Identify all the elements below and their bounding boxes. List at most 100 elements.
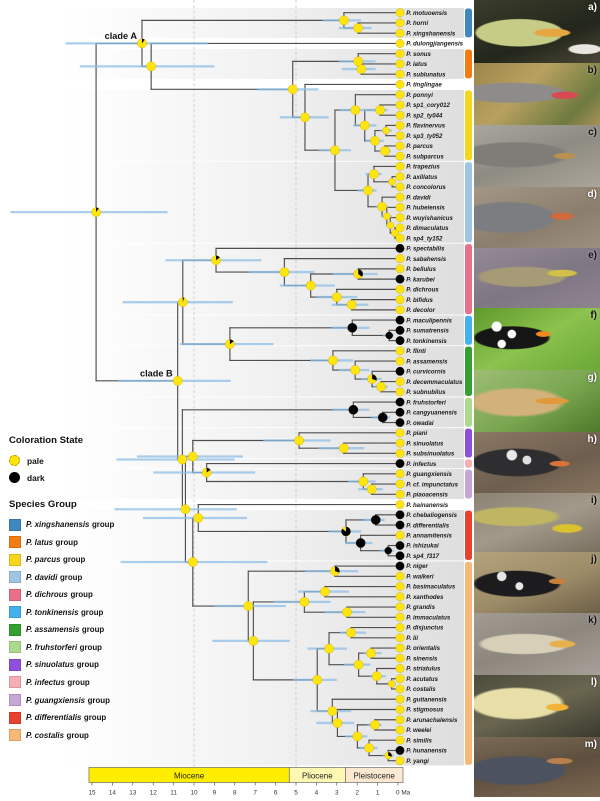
tip-label: P. yangi bbox=[406, 758, 429, 765]
tip-label: P. owadai bbox=[406, 420, 434, 427]
node-marker bbox=[243, 601, 254, 611]
tip-state-marker bbox=[395, 418, 405, 427]
dark-state-dot-icon bbox=[9, 472, 20, 483]
tip-label: P. hubeiensis bbox=[406, 205, 445, 212]
tip-label: P. differentialis bbox=[406, 522, 449, 529]
tip-label: P. sublunatus bbox=[406, 71, 446, 78]
tip-state-marker bbox=[395, 223, 405, 233]
node-marker bbox=[391, 229, 399, 237]
node-dark-wedge bbox=[388, 752, 392, 757]
node-marker bbox=[338, 443, 349, 453]
node-marker bbox=[300, 112, 310, 123]
node-circle bbox=[366, 648, 376, 658]
node-dark-wedge bbox=[372, 374, 377, 381]
epoch-pleistocene bbox=[345, 767, 404, 783]
node-circle bbox=[330, 145, 340, 156]
group-suffix: group bbox=[67, 677, 90, 687]
tip-state-marker bbox=[395, 264, 405, 274]
tip-label: P. trapezius bbox=[406, 164, 440, 171]
tip-state-marker bbox=[395, 664, 405, 673]
tip-label: P. guangxiensis bbox=[406, 471, 452, 478]
specimen-photo-h: h) bbox=[474, 432, 600, 493]
node-dark-wedge bbox=[96, 207, 99, 213]
node-circle bbox=[331, 292, 342, 302]
node-marker bbox=[370, 720, 380, 730]
tip-label: P. sp3_ty052 bbox=[406, 133, 443, 140]
tip-label: P. latus bbox=[406, 61, 427, 68]
tip-label: P. dimaculatus bbox=[406, 225, 449, 232]
specimen-photo-b: b) bbox=[474, 63, 600, 125]
tip-state-marker bbox=[395, 746, 405, 755]
group-background-panels bbox=[60, 8, 464, 766]
axis-tick-label: 4 bbox=[315, 790, 319, 797]
node-marker bbox=[377, 412, 388, 423]
photo-label: i) bbox=[590, 495, 597, 506]
tip-label: P. disjunctus bbox=[406, 625, 444, 632]
node-marker bbox=[363, 185, 373, 196]
node-marker bbox=[346, 299, 357, 310]
node-circle bbox=[350, 365, 360, 375]
tip-label: P. infectus bbox=[406, 461, 437, 468]
group-color-swatch bbox=[9, 623, 21, 636]
node-marker bbox=[380, 146, 390, 156]
node-dark-wedge bbox=[341, 526, 351, 537]
node-marker bbox=[347, 322, 358, 333]
tip-label: P. grandis bbox=[406, 604, 435, 611]
node-marker bbox=[370, 515, 381, 525]
tip-label: P. axillatus bbox=[406, 174, 438, 181]
group-species-name: P. differentialis bbox=[26, 713, 82, 723]
node-marker bbox=[330, 566, 340, 576]
node-marker bbox=[287, 84, 298, 95]
node-marker bbox=[225, 339, 235, 349]
tip-label: P. hunanensis bbox=[406, 748, 447, 755]
photo-label: l) bbox=[590, 677, 597, 688]
group-color-swatch bbox=[9, 606, 21, 619]
tip-label: P. decemmaculatus bbox=[406, 379, 463, 386]
specimen-photo-j: j) bbox=[474, 552, 600, 613]
group-species-name: P. assamensis bbox=[26, 625, 80, 635]
group-suffix: group bbox=[59, 572, 83, 582]
node-marker bbox=[328, 355, 338, 366]
node-circle bbox=[383, 212, 391, 221]
node-circle bbox=[172, 376, 183, 386]
tip-label: P. assamensis bbox=[406, 358, 448, 365]
group-color-swatch bbox=[9, 711, 21, 724]
node-marker bbox=[386, 221, 394, 230]
node-marker bbox=[279, 267, 290, 277]
node-marker bbox=[211, 255, 221, 266]
group-suffix: group bbox=[87, 695, 110, 705]
tip-label: P. niger bbox=[406, 563, 428, 570]
group-strip-davidi bbox=[465, 162, 472, 243]
node-circle bbox=[353, 56, 364, 67]
axis-tick-label: 10 bbox=[190, 790, 198, 797]
group-suffix: group bbox=[91, 520, 115, 530]
node-marker bbox=[353, 56, 364, 67]
node-marker bbox=[371, 671, 382, 681]
group-species-name: P. costalis bbox=[26, 730, 65, 740]
tip-state-marker bbox=[395, 202, 405, 212]
node-marker bbox=[385, 331, 393, 340]
specimen-photo-d: d) bbox=[474, 187, 600, 248]
tip-state-marker bbox=[395, 500, 405, 509]
tip-state-marker bbox=[395, 756, 405, 766]
coloration-state-title: Coloration State bbox=[9, 435, 84, 446]
tip-state-marker bbox=[395, 151, 405, 161]
tip-label: P. sp4_f317 bbox=[406, 553, 439, 560]
node-dark-wedge bbox=[182, 297, 185, 303]
epoch-label: Pleistocene bbox=[354, 771, 396, 780]
group-suffix: group bbox=[70, 590, 93, 600]
node-marker bbox=[353, 659, 364, 670]
tip-label: P. parcus bbox=[406, 143, 433, 150]
tip-state-marker bbox=[395, 438, 405, 448]
tip-label: P. similis bbox=[406, 737, 432, 744]
axis-tick-label: 9 bbox=[213, 790, 217, 797]
legend-group-differentialis: P. differentialis group bbox=[9, 711, 106, 724]
node-circle bbox=[377, 201, 387, 212]
legend-state-label: pale bbox=[27, 455, 44, 466]
node-marker bbox=[193, 513, 204, 523]
tip-state-marker bbox=[395, 172, 405, 182]
tip-state-marker bbox=[395, 684, 405, 694]
axis-tick-label: 0 Ma bbox=[396, 790, 411, 797]
epoch-label: Pliocene bbox=[302, 771, 333, 780]
node-marker bbox=[384, 546, 392, 555]
